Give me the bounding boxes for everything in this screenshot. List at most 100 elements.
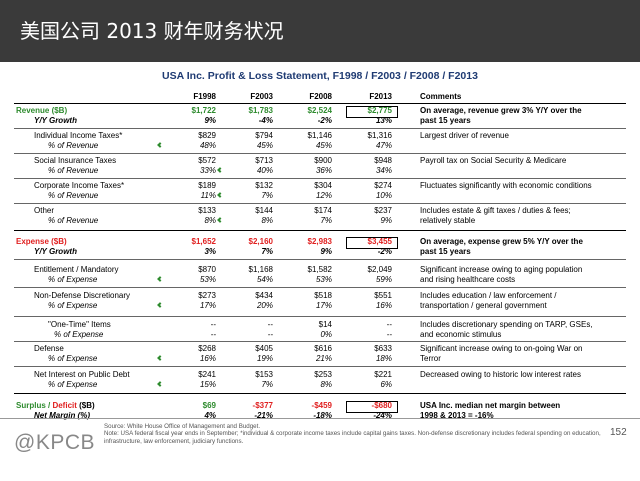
cell-value: 10% [375, 191, 392, 200]
cell-value: $616 [314, 344, 332, 353]
cell-value: -$459 [311, 401, 332, 410]
row-label: Surplus / Deficit ($B) [16, 401, 95, 410]
row-comment: USA Inc. median net margin between [420, 401, 561, 410]
row-separator [14, 128, 626, 129]
cell-value: $2,775 [367, 106, 392, 115]
cell-value: $153 [255, 370, 273, 379]
cell-value: $870 [198, 265, 216, 274]
cell-value: -4% [258, 116, 273, 125]
cell-value: $144 [255, 206, 273, 215]
cell-value: 59% [375, 275, 392, 284]
note-line: Note: USA federal fiscal year ends in Se… [104, 430, 601, 445]
row-label: Y/Y Growth [34, 116, 77, 125]
unit-label: ($B) [76, 401, 95, 410]
cell-value: $3,455 [367, 237, 392, 246]
row-label: Net Margin (%) [34, 411, 90, 420]
row-label: Other [34, 206, 55, 215]
row-label: % of Revenue [48, 166, 99, 175]
row-separator [14, 366, 626, 367]
cell-value: $405 [255, 344, 273, 353]
cell-value: $551 [374, 291, 392, 300]
row-label: % of Expense [54, 330, 104, 339]
cell-value: 17% [199, 301, 216, 310]
cell-value: -18% [313, 411, 332, 420]
cell-value: 33% [199, 166, 216, 175]
cell-value: 53% [199, 275, 216, 284]
cell-value: $268 [198, 344, 216, 353]
row-label: "One-Time" Items [48, 320, 111, 329]
header-rule [14, 103, 626, 104]
row-label: Non-Defense Discretionary [34, 291, 131, 300]
row-comment: Includes discretionary spending on TARP,… [420, 320, 593, 329]
col-comments: Comments [420, 92, 462, 101]
row-label: Entitlement / Mandatory [34, 265, 119, 274]
cell-value: $829 [198, 131, 216, 140]
cell-value: 36% [315, 166, 332, 175]
slide-header: 美国公司 2013 财年财务状况 [0, 0, 640, 62]
row-comment: and rising healthcare costs [420, 275, 516, 284]
row-separator [14, 153, 626, 154]
row-comment: Significant increase owing to on-going W… [420, 344, 583, 353]
cell-value: 9% [320, 247, 332, 256]
row-label: Individual Income Taxes* [34, 131, 123, 140]
cell-value: $133 [198, 206, 216, 215]
cell-value: $221 [374, 370, 392, 379]
cell-marker-icon [157, 276, 163, 282]
kpcb-logo: @KPCB [14, 431, 96, 454]
row-comment: Terror [420, 354, 441, 363]
cell-marker-icon [217, 167, 223, 173]
cell-value: 13% [375, 116, 392, 125]
cell-value: 45% [315, 141, 332, 150]
cell-value: -- [267, 330, 273, 339]
cell-value: 3% [204, 247, 216, 256]
cell-value: 8% [320, 380, 332, 389]
row-label: % of Expense [48, 275, 98, 284]
page-number: 152 [610, 427, 627, 438]
cell-value: $14 [318, 320, 332, 329]
cell-value: 20% [256, 301, 273, 310]
row-comment: transportation / general government [420, 301, 547, 310]
row-separator [14, 203, 626, 204]
cell-value: 4% [204, 411, 216, 420]
cell-marker-icon [157, 142, 163, 148]
row-comment: On average, revenue grew 3% Y/Y over the [420, 106, 582, 115]
highlight-box-deficit [346, 401, 398, 413]
row-label: Revenue ($B) [16, 106, 68, 115]
row-separator [14, 287, 626, 288]
cell-value: 0% [320, 330, 332, 339]
row-comment: Significant increase owing to aging popu… [420, 265, 583, 274]
cell-value: 8% [261, 216, 273, 225]
cell-marker-icon [217, 217, 223, 223]
statement-title: USA Inc. Profit & Loss Statement, F1998 … [162, 70, 478, 82]
col-f2013: F2013 [369, 92, 392, 101]
row-label: % of Expense [48, 301, 98, 310]
col-f1998: F1998 [193, 92, 216, 101]
cell-value: -- [267, 320, 273, 329]
row-separator [14, 393, 626, 394]
cell-value: $794 [255, 131, 273, 140]
cell-value: $69 [202, 401, 216, 410]
cell-value: 18% [375, 354, 392, 363]
cell-value: 7% [261, 191, 273, 200]
cell-value: $572 [198, 156, 216, 165]
cell-value: 6% [380, 380, 392, 389]
cell-value: -- [210, 320, 216, 329]
cell-value: $237 [374, 206, 392, 215]
cell-value: $189 [198, 181, 216, 190]
row-comment: and economic stimulus [420, 330, 502, 339]
cell-value: -- [386, 320, 392, 329]
row-label: % of Revenue [48, 141, 99, 150]
cell-value: 54% [256, 275, 273, 284]
cell-value: -$377 [252, 401, 273, 410]
cell-value: 17% [315, 301, 332, 310]
cell-value: $253 [314, 370, 332, 379]
cell-value: $1,146 [307, 131, 332, 140]
cell-value: 16% [375, 301, 392, 310]
cell-value: 19% [256, 354, 273, 363]
row-label: % of Expense [48, 380, 98, 389]
cell-value: $1,168 [248, 265, 273, 274]
row-label: Expense ($B) [16, 237, 67, 246]
cell-value: 47% [375, 141, 392, 150]
row-comment: past 15 years [420, 116, 471, 125]
cell-value: $1,316 [367, 131, 392, 140]
